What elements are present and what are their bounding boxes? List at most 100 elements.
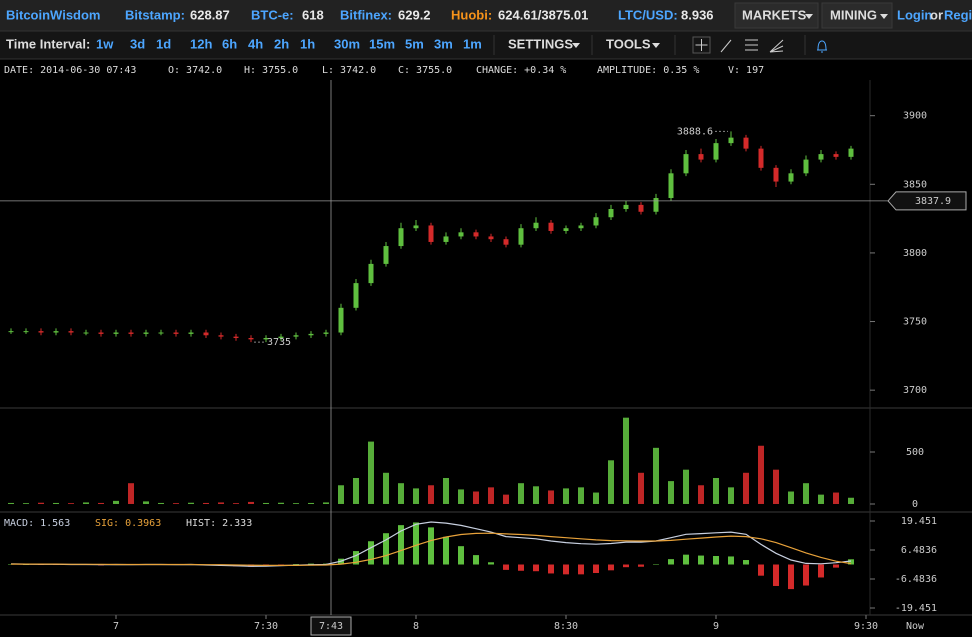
hist-bar xyxy=(488,562,494,565)
volume-bar xyxy=(113,500,119,504)
candle-body xyxy=(398,228,404,247)
candle-body xyxy=(533,222,539,229)
y-tick-label: 19.451 xyxy=(901,516,937,527)
candle-body xyxy=(803,159,809,174)
settings-menu[interactable]: SETTINGS xyxy=(508,36,573,51)
candle-body xyxy=(23,331,29,333)
ticker-price: 618 xyxy=(302,7,324,22)
candle-body xyxy=(8,331,14,333)
legend-name: MACD: xyxy=(4,518,34,529)
brand[interactable]: BitcoinWisdom xyxy=(6,7,101,22)
ticker-name[interactable]: Huobi: xyxy=(451,7,492,22)
volume-bar xyxy=(173,503,179,504)
hist-bar xyxy=(638,564,644,567)
candle-body xyxy=(488,236,494,240)
ticker-name[interactable]: BTC-e: xyxy=(251,7,294,22)
volume-bar xyxy=(368,441,374,504)
interval-button[interactable]: 4h xyxy=(248,36,263,51)
y-tick-label: 3800 xyxy=(903,248,927,259)
interval-button[interactable]: 5m xyxy=(405,36,424,51)
ticker-name[interactable]: LTC/USD: xyxy=(618,7,678,22)
hist-bar xyxy=(818,564,824,578)
candle-body xyxy=(308,333,314,336)
y-tick-label: -19.451 xyxy=(895,603,937,614)
ticker-name[interactable]: Bitstamp: xyxy=(125,7,185,22)
plot-area xyxy=(0,80,870,615)
ticker-price: 628.87 xyxy=(190,7,230,22)
interval-label: Time Interval: xyxy=(6,36,90,51)
hist-bar xyxy=(308,563,314,565)
hist-bar xyxy=(593,564,599,574)
menu-box xyxy=(734,2,819,29)
interval-button[interactable]: 1h xyxy=(300,36,315,51)
volume-bar xyxy=(563,488,569,504)
hist-bar xyxy=(788,564,794,590)
info-field: AMPLITUDE: 0.35 % xyxy=(597,65,699,76)
volume-bar xyxy=(293,503,299,504)
interval-button[interactable]: 12h xyxy=(190,36,212,51)
legend-value: 0.3963 xyxy=(125,518,161,529)
drawing-tools[interactable] xyxy=(692,36,827,54)
menu-box xyxy=(821,2,893,29)
hist-bar xyxy=(443,536,449,565)
interval-button[interactable]: 1w xyxy=(96,36,114,51)
ticker-name[interactable]: Bitfinex: xyxy=(340,7,392,22)
hist-bar xyxy=(698,555,704,565)
y-tick-label: 3750 xyxy=(903,317,927,328)
volume-bar xyxy=(23,503,29,504)
candle-body xyxy=(773,167,779,182)
volume-bar xyxy=(758,445,764,504)
interval-button[interactable]: 6h xyxy=(222,36,237,51)
menu[interactable]: MINING xyxy=(830,7,877,22)
interval-button[interactable]: 3m xyxy=(434,36,453,51)
legend-entry: MACD: 1.563 xyxy=(4,518,70,529)
max-label: 3888.6 xyxy=(677,126,713,137)
volume-bar xyxy=(158,502,164,504)
candle-body xyxy=(458,232,464,237)
interval-button[interactable]: 30m xyxy=(334,36,360,51)
hist-bar xyxy=(353,551,359,565)
hist-bar xyxy=(683,554,689,565)
interval-button[interactable]: 2h xyxy=(274,36,289,51)
candle-body xyxy=(713,143,719,160)
menu[interactable]: MARKETS xyxy=(742,7,807,22)
hist-bar xyxy=(428,527,434,565)
login-link[interactable]: Login xyxy=(897,7,932,22)
candle-body xyxy=(353,283,359,308)
volume-bar xyxy=(248,501,254,504)
legend-entry: SIG: 0.3963 xyxy=(95,518,161,529)
candle-body xyxy=(188,332,194,334)
candle-body xyxy=(293,335,299,337)
info-field: V: 197 xyxy=(728,65,764,76)
interval-button[interactable]: 1m xyxy=(463,36,482,51)
candle-body xyxy=(413,225,419,229)
candle-body xyxy=(743,137,749,149)
hist-bar xyxy=(518,564,524,571)
candle-body xyxy=(818,154,824,160)
hist-bar xyxy=(473,555,479,565)
volume-bar xyxy=(428,485,434,504)
volume-bar xyxy=(203,502,209,504)
candle-body xyxy=(473,232,479,237)
hist-bar xyxy=(383,533,389,565)
x-tick-label: 9 xyxy=(713,621,719,632)
legend-entry: HIST: 2.333 xyxy=(186,518,252,529)
interval-button[interactable]: 1d xyxy=(156,36,171,51)
interval-button[interactable]: 3d xyxy=(130,36,145,51)
interval-button[interactable]: 15m xyxy=(369,36,395,51)
candle-body xyxy=(128,332,134,334)
hist-bar xyxy=(503,564,509,570)
volume-bar xyxy=(38,502,44,504)
candle-body xyxy=(278,336,284,339)
ticker-price: 624.61/3875.01 xyxy=(498,7,588,22)
toolbar-bar xyxy=(0,31,972,59)
register-link[interactable]: Regis xyxy=(944,7,972,22)
tools-menu[interactable]: TOOLS xyxy=(606,36,651,51)
info-field: H: 3755.0 xyxy=(244,65,298,76)
candle-body xyxy=(698,154,704,160)
candle-body xyxy=(608,209,614,218)
volume-bar xyxy=(653,447,659,504)
hist-bar xyxy=(773,564,779,586)
volume-bar xyxy=(53,502,59,504)
volume-bar xyxy=(278,502,284,504)
